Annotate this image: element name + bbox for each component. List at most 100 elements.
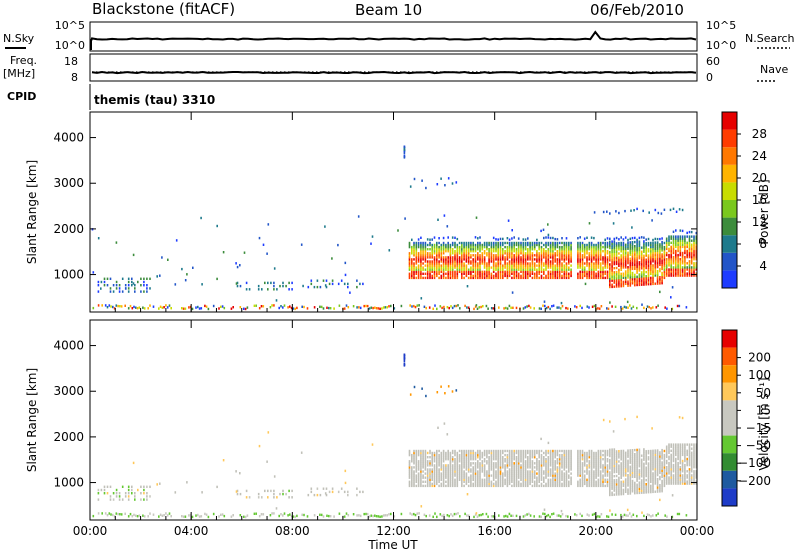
scatter-cell <box>615 242 618 245</box>
scatter-cell <box>424 480 427 483</box>
scatter-cell <box>554 252 556 255</box>
scatter-cell <box>470 453 472 457</box>
scatter-cell <box>449 462 452 465</box>
scatter-cell <box>486 245 488 249</box>
scatter-cell <box>581 306 583 310</box>
scatter-cell <box>647 256 650 259</box>
scatter-cell <box>627 272 629 275</box>
scatter-cell <box>506 250 509 253</box>
scatter-cell <box>499 254 502 257</box>
scatter-cell <box>609 285 611 289</box>
scatter-cell <box>522 256 525 259</box>
scatter-cell <box>531 480 534 483</box>
scatter-cell <box>322 515 325 518</box>
scatter-cell <box>590 256 593 259</box>
scatter-cell <box>652 268 654 271</box>
scatter-cell <box>688 249 691 253</box>
scatter-cell <box>520 472 522 475</box>
scatter-cell <box>170 307 172 310</box>
scatter-cell <box>495 451 497 455</box>
scatter-cell <box>615 275 618 278</box>
scatter-cell <box>675 270 677 273</box>
scatter-cell <box>624 249 627 253</box>
scatter-cell <box>442 268 445 271</box>
scatter-cell <box>495 256 497 259</box>
scatter-cell <box>506 241 509 245</box>
scatter-cell <box>627 474 629 477</box>
scatter-cell <box>492 466 495 469</box>
scatter-cell <box>474 456 477 459</box>
scatter-cell <box>636 238 638 242</box>
scatter-cell <box>442 258 445 261</box>
scatter-cell <box>563 482 566 486</box>
scatter-cell <box>506 480 509 483</box>
scatter-cell <box>131 280 133 284</box>
scatter-cell <box>465 449 468 453</box>
scatter-cell <box>536 241 538 245</box>
scatter-cell <box>420 476 422 479</box>
freq-unit-label: [MHz] <box>3 67 35 80</box>
scatter-cell <box>408 482 411 486</box>
scatter-cell <box>618 484 620 488</box>
scatter-cell <box>290 514 293 518</box>
scatter-cell <box>538 476 540 479</box>
scatter-cell <box>609 471 611 474</box>
scatter-cell <box>477 274 479 278</box>
scatter-cell <box>287 514 289 517</box>
scatter-cell <box>445 268 447 271</box>
scatter-cell <box>563 449 566 453</box>
scatter-cell <box>515 274 518 278</box>
scatter-cell <box>665 237 668 240</box>
scatter-cell <box>652 484 654 487</box>
scatter-cell <box>663 456 666 459</box>
scatter-cell <box>609 463 611 466</box>
scatter-cell <box>672 451 675 454</box>
scatter-cell <box>458 458 461 461</box>
scatter-cell <box>540 248 543 251</box>
scatter-cell <box>611 248 613 252</box>
scatter-cell <box>690 476 693 479</box>
scatter-cell <box>543 276 545 280</box>
scatter-cell <box>645 491 647 494</box>
scatter-cell <box>672 445 675 448</box>
scatter-cell <box>552 243 554 247</box>
scatter-cell <box>595 468 597 471</box>
scatter-cell <box>524 470 527 473</box>
scatter-cell <box>561 256 563 259</box>
scatter-cell <box>506 272 509 275</box>
scatter-cell <box>522 307 525 310</box>
scatter-cell <box>663 480 666 483</box>
scatter-cell <box>424 272 427 275</box>
scatter-cell <box>549 248 552 251</box>
scatter-cell <box>558 470 561 473</box>
scatter-cell <box>449 270 452 273</box>
scatter-cell <box>679 461 682 465</box>
scatter-cell <box>420 462 422 465</box>
scatter-cell <box>552 248 554 251</box>
scatter-cell <box>679 239 682 242</box>
scatter-cell <box>604 258 606 261</box>
scatter-cell <box>547 241 550 245</box>
scatter-cell <box>547 250 550 253</box>
scatter-cell <box>438 248 440 251</box>
scatter-cell <box>533 466 536 469</box>
scatter-cell <box>624 488 627 491</box>
scatter-cell <box>552 484 554 488</box>
scatter-cell <box>415 464 418 467</box>
scatter-cell <box>568 248 570 251</box>
scatter-cell <box>502 272 504 275</box>
scatter-cell <box>684 468 686 471</box>
scatter-cell <box>524 456 527 459</box>
scatter-cell <box>602 453 604 457</box>
scatter-cell <box>675 243 677 246</box>
scatter-cell <box>558 250 561 253</box>
scatter-cell <box>634 240 636 244</box>
scatter-cell <box>436 307 438 311</box>
scatter-cell <box>520 243 522 247</box>
scatter-cell <box>490 243 493 247</box>
scatter-cell <box>675 443 677 446</box>
scatter-cell <box>688 239 691 242</box>
scatter-cell <box>597 468 600 471</box>
scatter-cell <box>558 256 561 259</box>
scatter-cell <box>436 272 438 275</box>
